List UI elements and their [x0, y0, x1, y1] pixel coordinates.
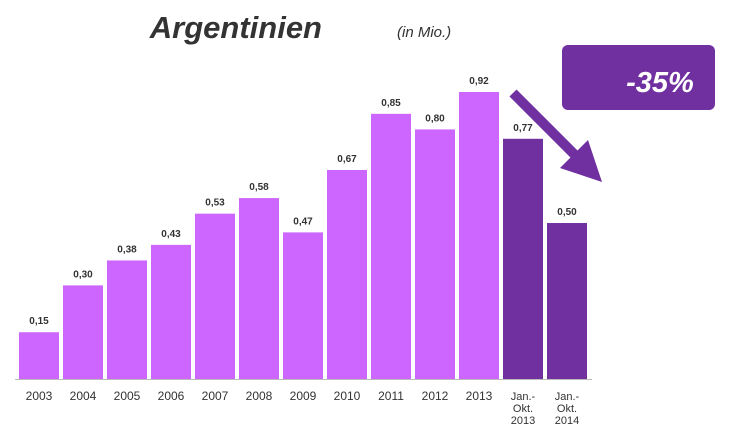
value-label: 0,67	[337, 154, 357, 165]
bar	[547, 223, 587, 379]
bar	[327, 169, 367, 379]
x-tick-label: Jan.-Okt. 2013	[511, 391, 536, 427]
x-tick-label: 2003	[26, 389, 53, 403]
x-tick-label: 2012	[422, 389, 449, 403]
value-label: 0,58	[249, 182, 269, 193]
x-tick-label: 2004	[70, 389, 97, 403]
value-label: 0,47	[293, 216, 313, 227]
x-tick-label: 2007	[202, 389, 229, 403]
chart-title: Argentinien	[149, 10, 322, 45]
x-tick-label: 2010	[334, 389, 361, 403]
bar	[415, 129, 455, 379]
value-label: 0,80	[425, 113, 445, 124]
bar	[459, 92, 499, 379]
value-label: 0,50	[557, 207, 577, 218]
x-tick-label: 2013	[466, 389, 493, 403]
bar	[371, 113, 411, 379]
value-label: 0,85	[381, 98, 401, 109]
x-tick-label: Jan.-Okt. 2014	[555, 391, 580, 427]
value-label: 0,43	[161, 229, 181, 240]
value-label: 0,53	[205, 198, 225, 209]
x-tick-label: 2006	[158, 389, 185, 403]
chart-subtitle: (in Mio.)	[397, 24, 451, 41]
value-label: 0,77	[513, 123, 533, 134]
bar	[503, 138, 543, 379]
bar	[19, 332, 59, 379]
x-tick-label: 2008	[246, 389, 273, 403]
bar	[195, 213, 235, 379]
x-tick-label: 2011	[378, 389, 404, 403]
value-label: 0,92	[469, 76, 489, 87]
x-tick-label: 2005	[114, 389, 141, 403]
x-tick-label: 2009	[290, 389, 317, 403]
trend-arrow-shaft	[509, 89, 584, 164]
bar	[151, 244, 191, 379]
bar	[107, 260, 147, 379]
trend-arrow-head	[560, 140, 602, 182]
value-label: 0,30	[73, 269, 93, 280]
bar	[63, 285, 103, 379]
bar	[239, 198, 279, 379]
annotation-box	[562, 45, 715, 110]
annotation: -35%	[626, 67, 694, 99]
value-label: 0,15	[29, 316, 49, 327]
value-label: 0,38	[117, 244, 137, 255]
bar	[283, 232, 323, 379]
